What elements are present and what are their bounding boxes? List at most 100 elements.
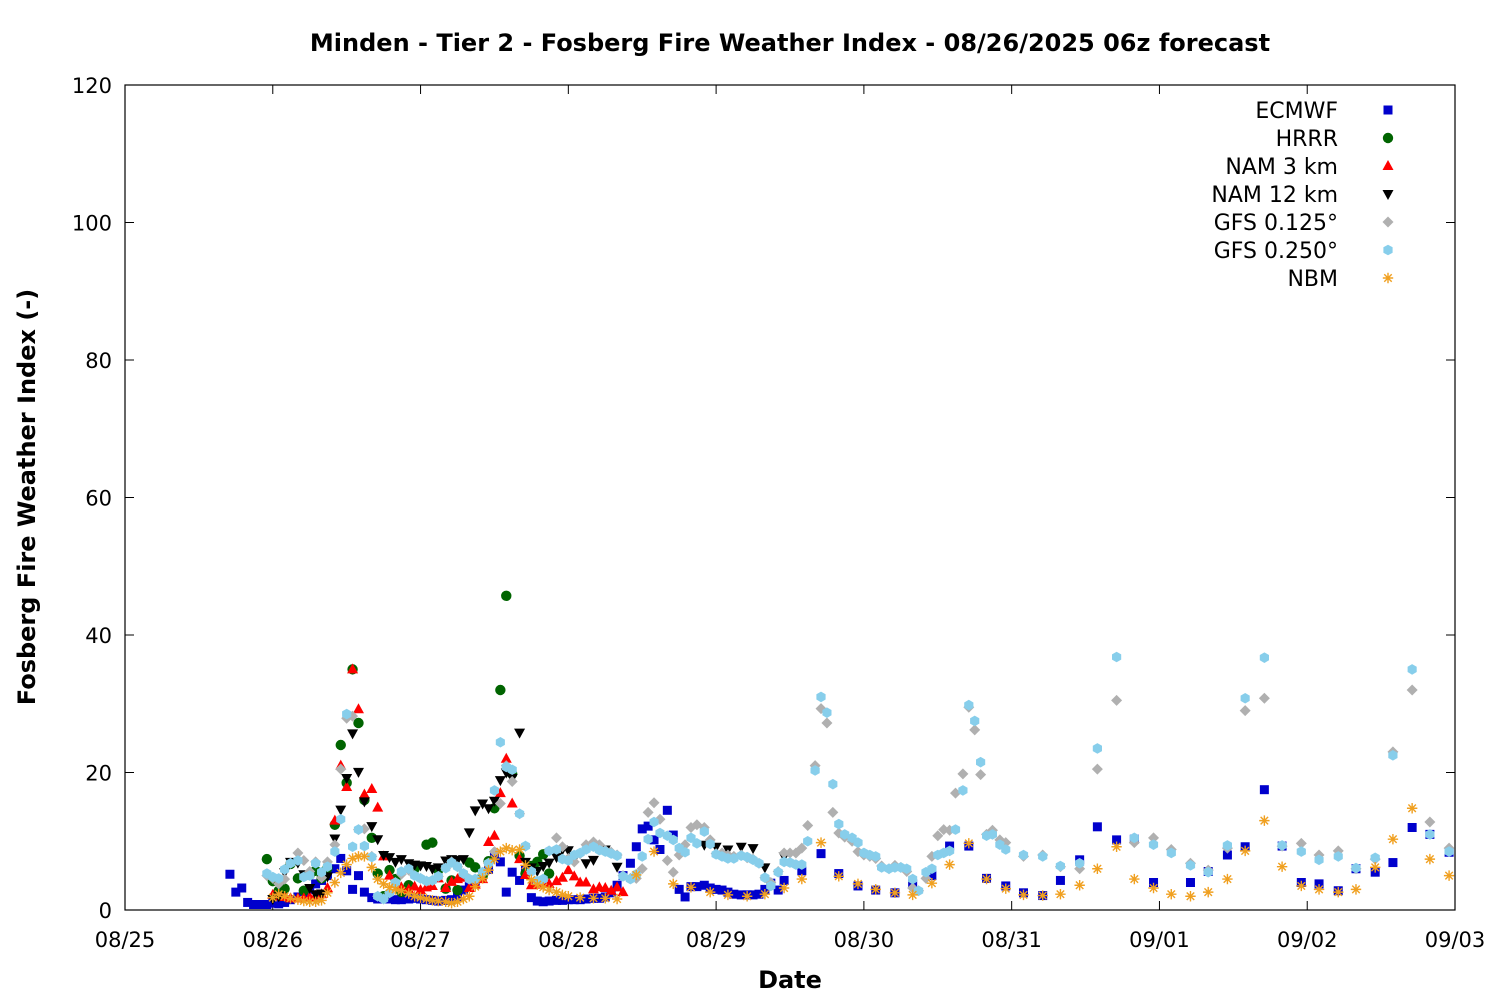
data-point-gfs-0-250 — [649, 816, 659, 828]
x-tick: 09/02 — [1277, 85, 1338, 952]
data-point-ecmwf — [569, 895, 579, 905]
data-point-hrrr — [335, 739, 346, 751]
data-point-gfs-0-250 — [544, 845, 554, 857]
data-point-nam-12-km — [352, 767, 364, 778]
data-point-ecmwf — [717, 885, 727, 895]
data-point-nbm — [1259, 815, 1270, 826]
data-point-nbm — [1018, 889, 1029, 901]
data-point-gfs-0-250 — [452, 861, 463, 872]
data-point-nbm — [316, 895, 327, 906]
legend-item-nbm: NBM — [1287, 267, 1394, 292]
data-point-gfs-0-250 — [1296, 846, 1306, 857]
data-point-gfs-0-250 — [396, 866, 406, 877]
data-point-nam-12-km — [747, 844, 759, 855]
data-point-nam-3-km — [580, 876, 592, 887]
data-point-hrrr — [298, 885, 310, 896]
data-point-ecmwf — [711, 884, 721, 894]
x-tick-label: 09/02 — [1277, 928, 1338, 952]
data-point-nam-12-km — [483, 804, 495, 815]
data-point-gfs-0-250 — [680, 847, 690, 858]
data-point-gfs-0-250 — [515, 808, 525, 819]
data-point-nbm — [489, 853, 500, 865]
data-point-gfs-0-125 — [1091, 763, 1103, 775]
data-point-ecmwf — [1314, 879, 1324, 889]
data-point-ecmwf — [501, 887, 511, 897]
data-point-nbm — [1424, 853, 1436, 865]
data-point-gfs-0-250 — [1038, 851, 1048, 862]
data-point-gfs-0-250 — [816, 691, 826, 703]
data-point-ecmwf — [390, 895, 400, 905]
data-point-nbm — [611, 893, 623, 905]
data-point-nam-12-km — [735, 842, 747, 853]
data-point-nbm — [267, 892, 278, 903]
data-point-gfs-0-125 — [950, 787, 962, 799]
data-point-nam-3-km — [488, 829, 500, 840]
data-point-ecmwf — [779, 875, 789, 885]
data-point-nam-3-km — [347, 663, 359, 674]
data-point-nbm — [433, 895, 444, 907]
data-point-gfs-0-125 — [1111, 694, 1123, 706]
chart-title: Minden - Tier 2 - Fosberg Fire Weather I… — [310, 29, 1270, 57]
data-point-gfs-0-125 — [1406, 684, 1418, 696]
data-point-gfs-0-250 — [970, 715, 980, 727]
data-point-nbm — [1296, 880, 1307, 892]
data-point-gfs-0-250 — [668, 834, 678, 846]
x-tick-label: 08/27 — [390, 928, 451, 952]
legend-label: NAM 3 km — [1225, 155, 1338, 180]
data-point-gfs-0-250 — [766, 880, 776, 892]
x-tick: 09/03 — [1425, 85, 1486, 952]
data-point-gfs-0-250 — [489, 785, 499, 796]
legend-label: NBM — [1287, 267, 1338, 292]
data-point-nam-12-km — [347, 729, 359, 740]
data-point-ecmwf — [225, 869, 235, 879]
data-point-nbm — [1387, 833, 1399, 845]
data-point-gfs-0-125 — [329, 839, 341, 851]
x-tick-label: 08/25 — [95, 928, 156, 952]
data-point-nbm — [1406, 803, 1418, 814]
data-point-hrrr — [353, 717, 364, 729]
y-axis: 0 20 40 60 80 100 120 — [72, 74, 1455, 923]
data-point-ecmwf — [631, 842, 641, 852]
x-tick-label: 08/28 — [538, 928, 599, 952]
x-tick: 08/31 — [981, 85, 1042, 952]
data-point-gfs-0-250 — [470, 873, 480, 885]
data-point-nbm — [341, 859, 352, 870]
data-point-gfs-0-250 — [379, 893, 389, 905]
data-point-nam-3-km — [543, 877, 555, 888]
data-point-gfs-0-250 — [705, 838, 715, 850]
data-point-gfs-0-250 — [507, 764, 517, 775]
series-nam-12-km — [267, 728, 790, 905]
legend-marker-gfs-0-125 — [1382, 216, 1394, 228]
data-point-nam-3-km — [617, 886, 629, 897]
data-point-nam-3-km — [568, 870, 580, 881]
data-point-nbm — [279, 891, 290, 902]
data-point-nam-3-km — [551, 875, 563, 886]
data-point-gfs-0-125 — [932, 830, 944, 842]
data-point-nam-12-km — [358, 797, 370, 808]
data-point-nam-3-km — [500, 752, 512, 763]
data-point-gfs-0-250 — [1185, 860, 1196, 871]
data-point-nbm — [378, 878, 389, 890]
data-point-nam-3-km — [358, 788, 370, 799]
data-point-gfs-0-250 — [1001, 844, 1011, 855]
data-point-nbm — [557, 889, 568, 901]
y-tick-label: 0 — [99, 899, 112, 923]
data-point-ecmwf — [1259, 785, 1269, 795]
data-point-gfs-0-250 — [692, 838, 702, 849]
data-point-nbm — [384, 882, 395, 893]
x-tick-label: 09/03 — [1425, 928, 1486, 952]
x-tick: 08/25 — [95, 85, 156, 952]
data-point-ecmwf — [262, 900, 272, 909]
data-point-gfs-0-250 — [945, 845, 955, 857]
data-point-gfs-0-250 — [729, 853, 739, 864]
legend-marker-hrrr — [1382, 132, 1394, 144]
data-point-gfs-0-250 — [520, 840, 531, 852]
data-point-hrrr — [495, 684, 506, 696]
data-point-nbm — [329, 877, 341, 888]
data-point-nbm — [1000, 883, 1011, 894]
data-point-ecmwf — [367, 893, 377, 903]
data-point-gfs-0-125 — [969, 724, 981, 736]
data-point-ecmwf — [662, 805, 672, 815]
data-point-gfs-0-250 — [950, 824, 961, 835]
